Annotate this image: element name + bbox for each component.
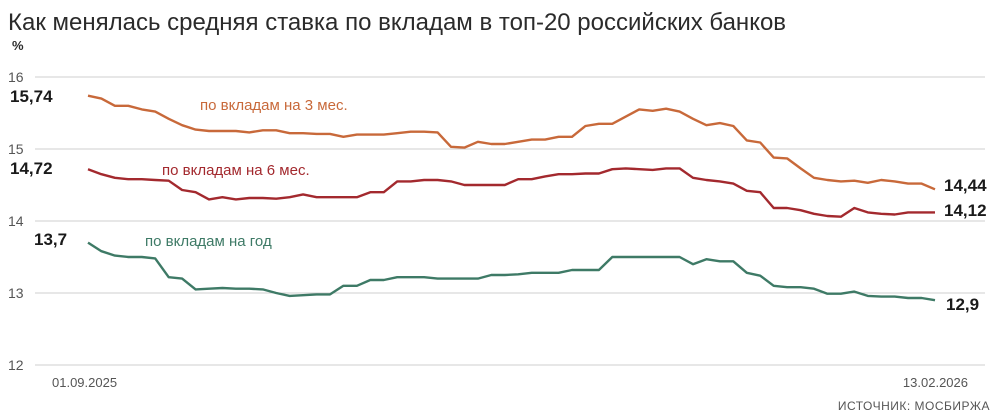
series-1-year-start-value: 13,7 xyxy=(34,230,67,249)
series-lines xyxy=(87,94,936,302)
grid-lines xyxy=(35,76,985,366)
series-6-months-end-value: 14,12 xyxy=(944,201,987,220)
y-axis-ticks: 16 15 14 13 12 xyxy=(8,69,24,373)
series-1-year-name: по вкладам на год xyxy=(145,233,272,250)
x-start-label: 01.09.2025 xyxy=(52,375,117,390)
series-1-year-line xyxy=(87,241,936,302)
y-tick-label: 13 xyxy=(8,285,24,301)
series-6-months-start-value: 14,72 xyxy=(10,159,53,178)
x-end-label: 13.02.2026 xyxy=(903,375,968,390)
y-tick-label: 12 xyxy=(8,357,24,373)
series-6-months-name: по вкладам на 6 мес. xyxy=(162,162,310,179)
source-label: ИСТОЧНИК: МОСБИРЖА xyxy=(838,399,990,413)
value-labels: по вкладам на 3 мес. 15,74 14,44 по вкладам… xyxy=(10,87,987,314)
chart-title: Как менялась средняя ставка по вкладам в… xyxy=(8,9,786,36)
y-tick-label: 15 xyxy=(8,141,24,157)
series-1-year-end-value: 12,9 xyxy=(946,295,979,314)
series-6-months-line xyxy=(87,167,935,218)
series-3-months-start-value: 15,74 xyxy=(10,87,53,106)
y-tick-label: 16 xyxy=(8,69,24,85)
series-3-months-end-value: 14,44 xyxy=(944,176,987,195)
unit-label: % xyxy=(12,38,24,53)
series-3-months-line xyxy=(87,94,936,191)
series-3-months-name: по вкладам на 3 мес. xyxy=(200,97,348,114)
y-tick-label: 14 xyxy=(8,213,24,229)
